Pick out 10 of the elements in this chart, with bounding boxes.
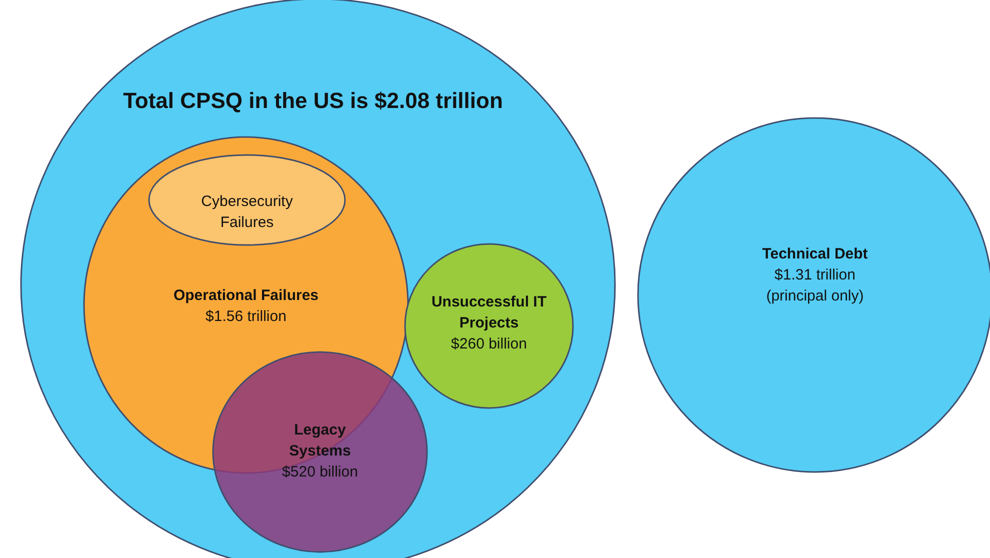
category-label: Operational Failures xyxy=(172,286,320,306)
data-label: $1.56 trillion xyxy=(204,307,288,327)
data-label: $260 billion xyxy=(450,334,528,354)
category-label: Cybersecurity Failures xyxy=(200,192,294,233)
category-label: Legacy Systems xyxy=(288,420,352,462)
data-label: $1.31 trillion (principal only) xyxy=(765,266,865,306)
data-label: $520 billion xyxy=(281,462,359,482)
category-label: Technical Debt xyxy=(761,244,869,264)
category-label: Unsuccessful IT Projects xyxy=(430,292,548,334)
text: Total CPSQ in the US is $2.08 trillion xyxy=(122,87,504,115)
